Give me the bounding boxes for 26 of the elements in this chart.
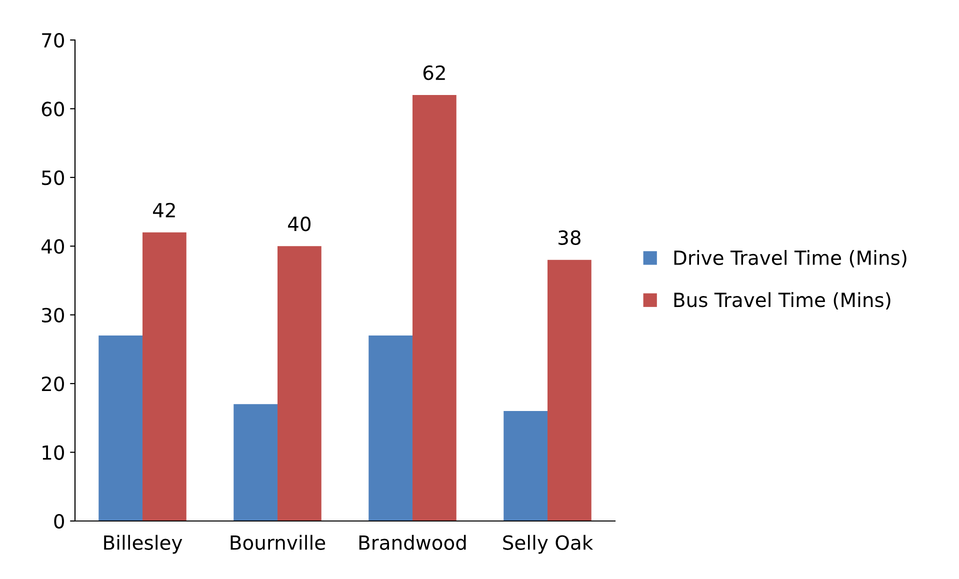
- bar: [98, 335, 142, 521]
- legend-label: Bus Travel Time (Mins): [674, 292, 890, 310]
- y-tick-label: 30: [42, 308, 64, 323]
- bar: [504, 411, 548, 521]
- y-tick-label: 50: [42, 170, 64, 186]
- y-tick-label: 20: [42, 376, 64, 392]
- bar: [142, 232, 186, 521]
- x-tick-label: Selly Oak: [503, 534, 594, 554]
- bar: [368, 335, 412, 521]
- bar: [412, 94, 456, 521]
- bar: [234, 404, 278, 521]
- data-label: 62: [423, 65, 445, 80]
- y-tick-label: 70: [42, 32, 64, 48]
- bar: [278, 246, 322, 521]
- x-tick-label: Brandwood: [359, 534, 466, 550]
- data-label: 40: [288, 216, 311, 232]
- y-tick-label: 10: [42, 445, 64, 460]
- bar: [548, 260, 592, 521]
- x-tick-label: Billesley: [104, 534, 182, 554]
- y-tick-label: 0: [54, 514, 64, 529]
- y-tick-label: 40: [41, 239, 64, 254]
- y-tick-label: 60: [42, 102, 64, 116]
- x-tick-label: Bournville: [230, 534, 326, 550]
- data-label: 38: [558, 230, 580, 246]
- data-label: 42: [153, 202, 175, 218]
- legend-label: Drive Travel Time (Mins): [674, 250, 906, 268]
